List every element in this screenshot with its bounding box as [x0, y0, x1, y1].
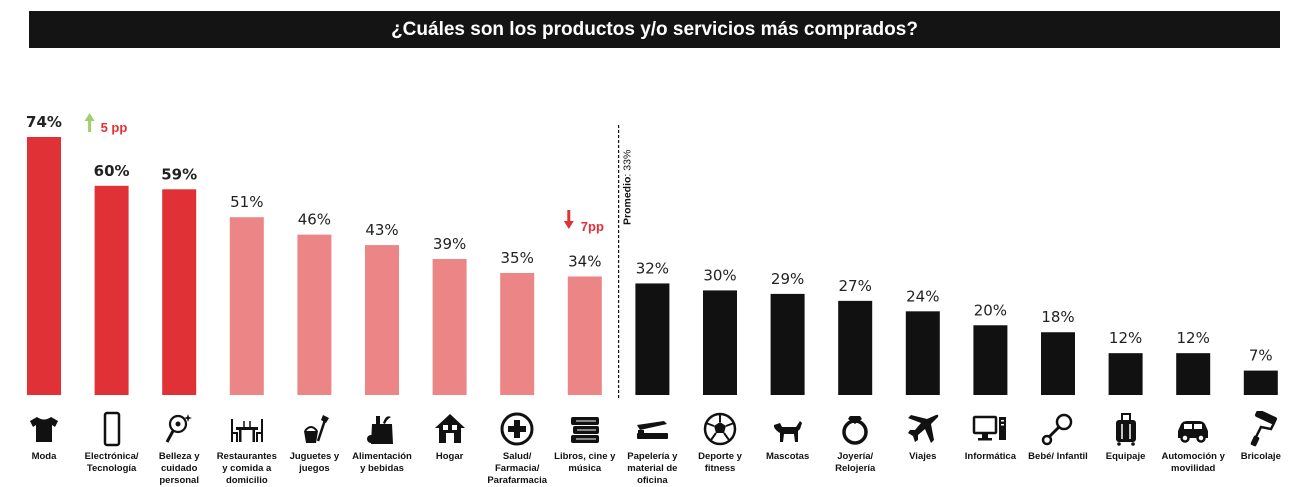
value-label: 39% — [433, 235, 466, 253]
bar — [567, 276, 602, 395]
value-label: 18% — [1041, 308, 1074, 326]
beauty-mirror-icon — [161, 411, 197, 447]
bar — [635, 283, 670, 395]
category-label: Equipaje — [1105, 451, 1146, 462]
value-label: 34% — [568, 252, 601, 270]
computer-icon — [972, 411, 1008, 447]
category-label: Joyería/ Relojería — [835, 451, 876, 474]
toys-icon — [296, 411, 332, 447]
chart-title: ¿Cuáles son los productos y/o servicios … — [391, 18, 918, 40]
medical-cross-icon — [499, 411, 535, 447]
dog-icon — [770, 411, 806, 447]
bar — [1041, 332, 1075, 395]
change-up-arrow-shaft — [88, 120, 92, 132]
stapler-icon — [634, 411, 670, 447]
value-label: 29% — [771, 270, 804, 288]
category-label: Restaurantes y comida a domicilio — [216, 451, 277, 486]
category-label: Juguetes y juegos — [289, 451, 340, 474]
average-label: Promedio: 33% — [622, 150, 634, 225]
category-label: Electrónica/ Tecnología — [84, 451, 139, 474]
value-label: 12% — [1109, 329, 1142, 347]
change-label: 5 pp — [101, 120, 128, 135]
value-label: 7% — [1249, 347, 1273, 365]
category-label: Automoción y movilidad — [1161, 451, 1225, 474]
category-label: Alimentación y bebidas — [352, 451, 412, 474]
value-label: 30% — [703, 266, 736, 284]
bar — [297, 234, 332, 395]
car-icon — [1175, 411, 1211, 447]
category-label: Mascotas — [765, 451, 810, 462]
category-label: Bricolaje — [1240, 451, 1281, 462]
value-label: 43% — [365, 221, 398, 239]
bar — [838, 300, 873, 395]
ring-icon — [837, 411, 873, 447]
bar — [500, 272, 535, 395]
value-label: 12% — [1177, 329, 1210, 347]
suitcase-icon — [1108, 411, 1144, 447]
category-label: Salud/ Farmacia/ Parafarmacia — [487, 451, 548, 486]
value-label: 35% — [501, 249, 534, 267]
value-label: 24% — [906, 287, 939, 305]
bar — [770, 293, 805, 395]
change-label: 7pp — [581, 219, 604, 234]
change-up-arrow-icon — [84, 113, 95, 121]
average-label-value: : 33% — [622, 150, 634, 177]
books-icon — [567, 411, 603, 447]
smartphone-icon — [94, 411, 130, 447]
airplane-icon — [905, 411, 941, 447]
grocery-bag-icon — [364, 411, 400, 447]
bar — [1176, 353, 1211, 395]
baby-rattle-icon — [1040, 411, 1076, 447]
bar — [973, 325, 1008, 395]
category-label: Bebé/ Infantil — [1028, 451, 1088, 462]
value-label: 60% — [94, 162, 130, 180]
bar — [162, 189, 197, 395]
soccer-ball-icon — [702, 411, 738, 447]
bar — [94, 185, 129, 395]
bar — [703, 290, 737, 395]
paint-roller-icon — [1243, 409, 1279, 447]
category-label: Libros, cine y música — [554, 451, 616, 474]
value-label: 59% — [161, 165, 197, 183]
value-label: 51% — [230, 193, 263, 211]
value-label: 27% — [839, 277, 872, 295]
chart-title-bar: ¿Cuáles son los productos y/o servicios … — [29, 11, 1280, 48]
house-icon — [432, 411, 468, 447]
bar — [1243, 370, 1278, 395]
category-label: Papelería y material de oficina — [627, 451, 678, 486]
change-down-arrow-icon — [563, 221, 574, 229]
bar — [1108, 353, 1143, 395]
bar — [905, 311, 940, 395]
category-label: Viajes — [909, 451, 937, 462]
value-label: 32% — [636, 259, 669, 277]
category-label: Deporte y fitness — [698, 451, 742, 474]
category-label: Moda — [31, 451, 57, 462]
average-label-bold: Promedio — [622, 177, 634, 225]
bar — [365, 245, 399, 395]
restaurant-table-icon — [229, 411, 265, 447]
change-down-arrow-shaft — [567, 210, 571, 222]
value-label: 74% — [26, 113, 62, 131]
tshirt-icon — [26, 411, 62, 447]
category-label: Informática — [964, 451, 1016, 462]
category-label: Hogar — [435, 451, 464, 462]
bar — [229, 217, 264, 395]
bar — [432, 259, 467, 395]
value-label: 46% — [298, 211, 331, 229]
value-label: 20% — [974, 301, 1007, 319]
bar — [27, 137, 61, 395]
category-label: Belleza y cuidado personal — [158, 451, 200, 486]
